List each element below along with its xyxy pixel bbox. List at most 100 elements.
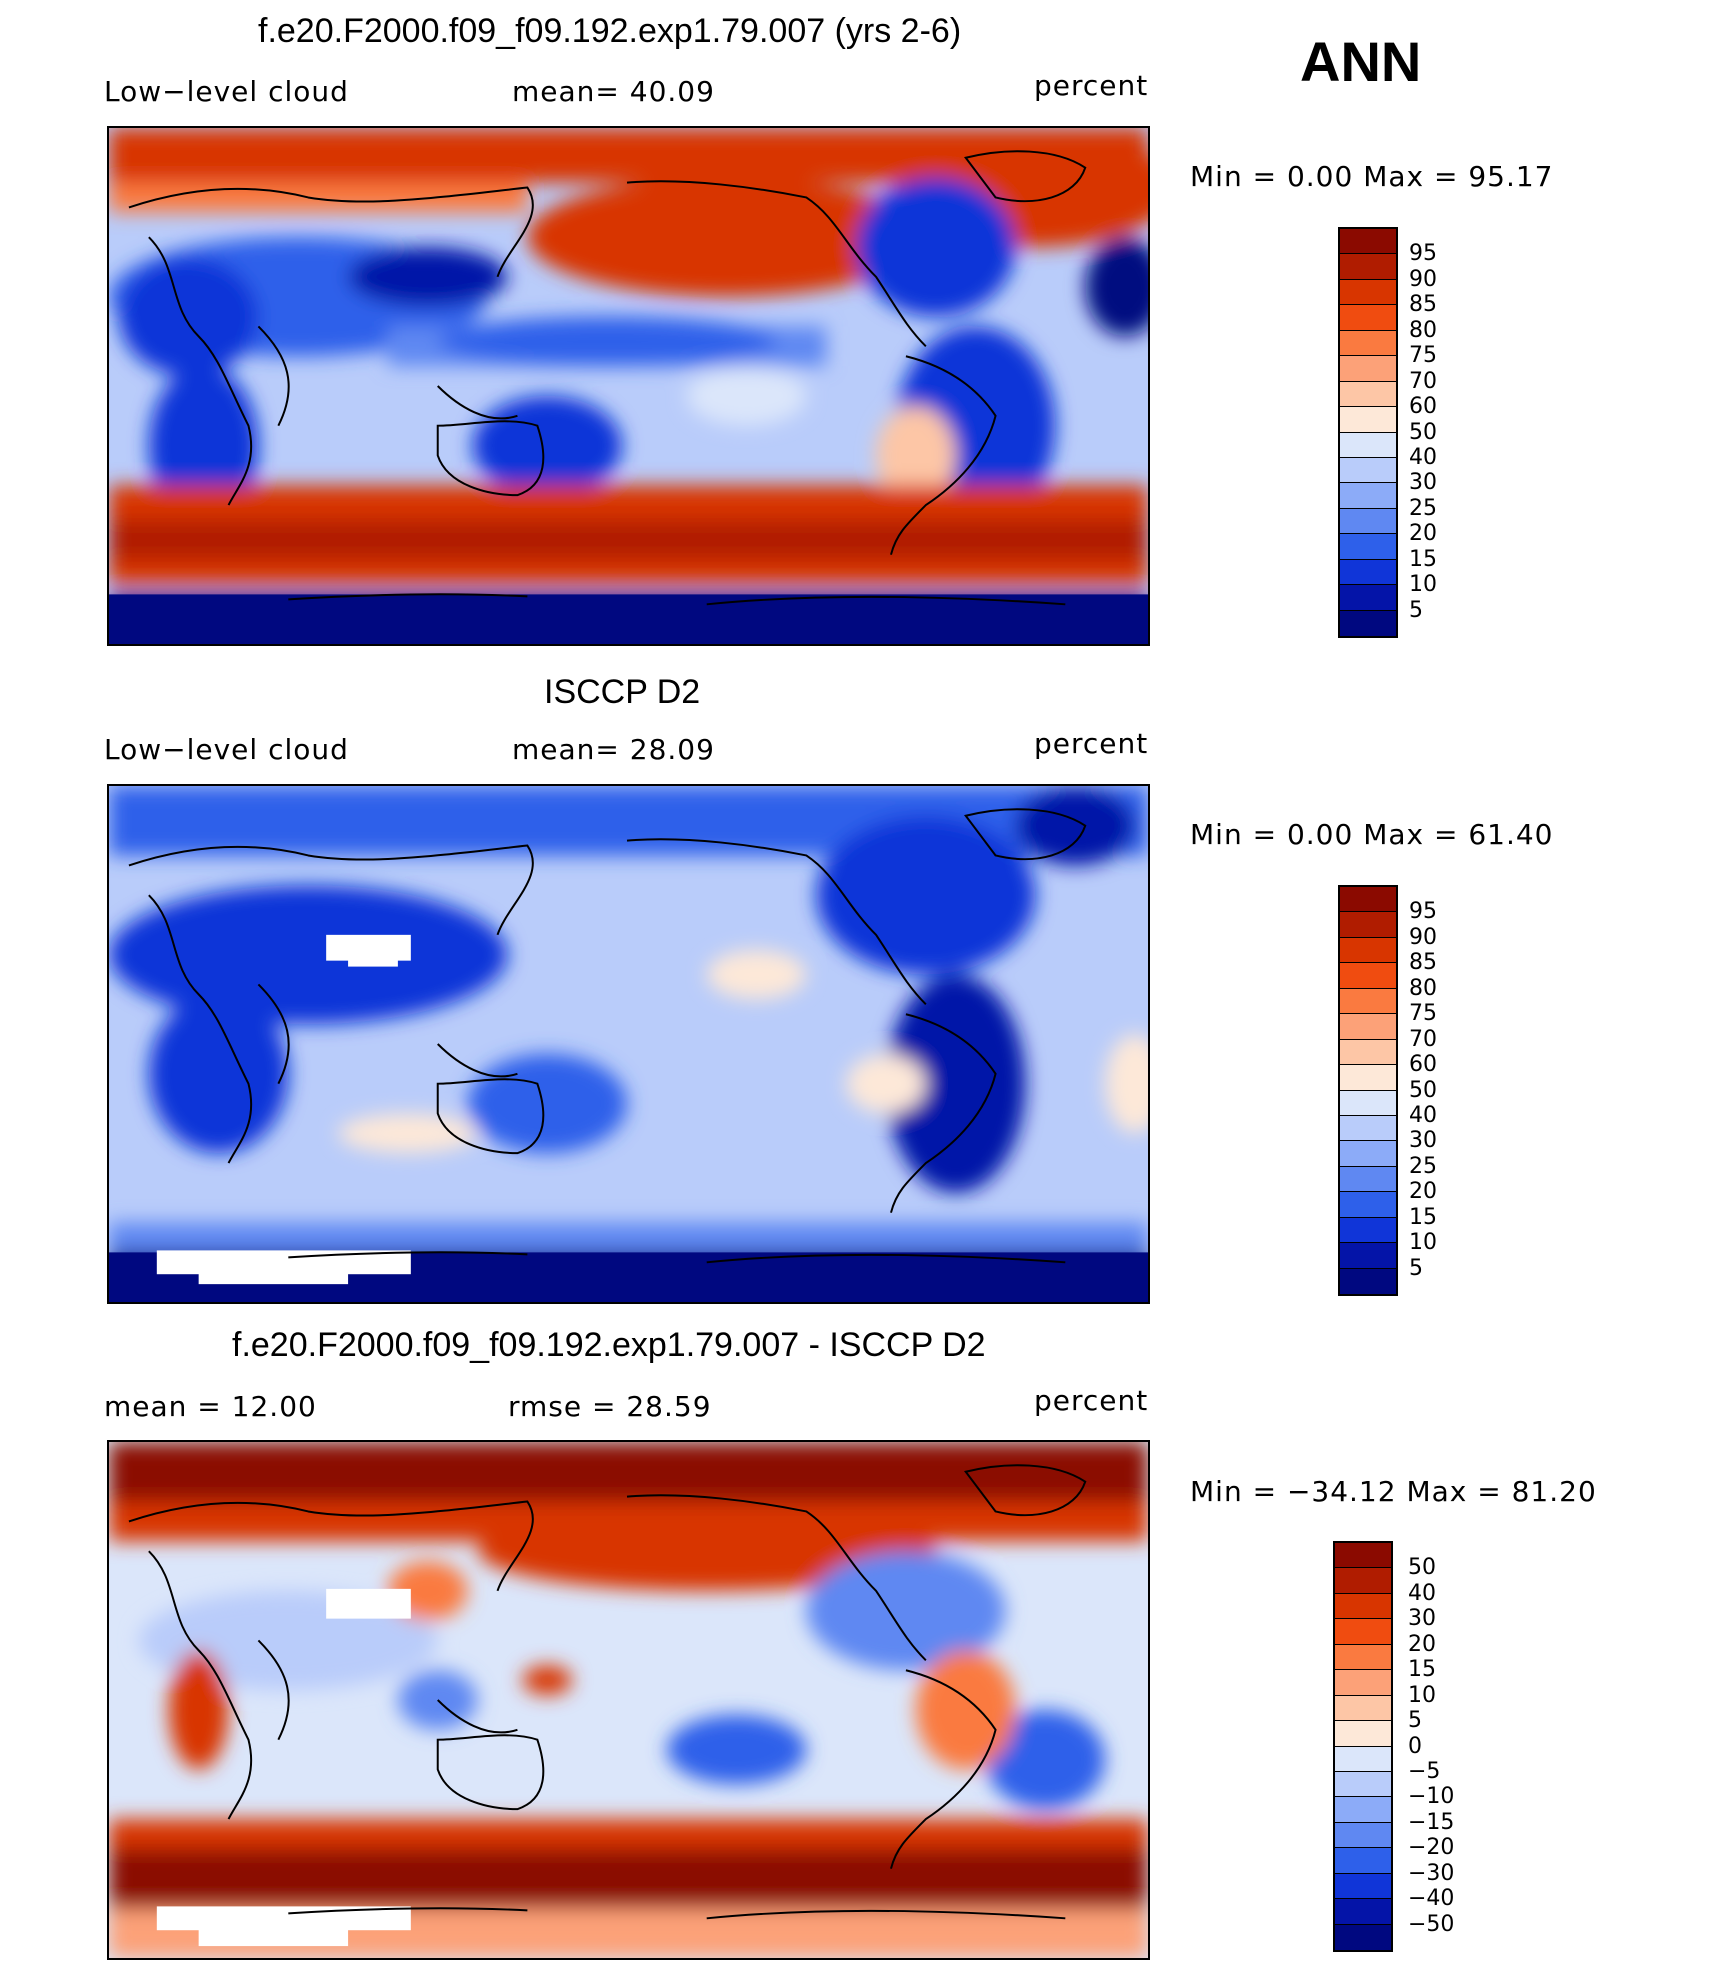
colorbar-tick-label: 25: [1409, 495, 1437, 521]
colorbar-tick-label: 95: [1409, 899, 1437, 925]
panel3-map: [107, 1440, 1150, 1960]
colorbar-tick-label: 5: [1409, 597, 1423, 623]
colorbar-swatch: [1335, 1873, 1391, 1900]
colorbar-swatch: [1340, 279, 1396, 306]
colorbar-tick-label: 5: [1409, 1255, 1423, 1281]
colorbar-swatch: [1340, 963, 1396, 989]
panel2-minmax: Min = 0.00 Max = 61.40: [1190, 818, 1554, 851]
colorbar-swatch: [1335, 1746, 1391, 1772]
panel2-map: [107, 784, 1150, 1304]
colorbar-tick-label: 70: [1409, 1026, 1437, 1052]
colorbar-swatch: [1335, 1695, 1391, 1722]
colorbar-tick-label: −20: [1408, 1835, 1455, 1861]
colorbar-tick-label: 30: [1409, 470, 1437, 496]
colorbar-tick-label: 15: [1409, 1204, 1437, 1230]
colorbar-swatch: [1340, 1217, 1396, 1244]
colorbar-tick-label: −10: [1408, 1784, 1455, 1810]
colorbar-tick-label: 90: [1409, 924, 1437, 950]
colorbar-swatch: [1340, 1090, 1396, 1116]
colorbar-swatch: [1340, 1039, 1396, 1066]
colorbar-tick-label: 90: [1409, 266, 1437, 292]
colorbar-swatch: [1340, 1166, 1396, 1193]
colorbar-tick-label: 80: [1409, 317, 1437, 343]
colorbar-tick-label: −30: [1408, 1860, 1455, 1886]
colorbar-tick-label: 50: [1409, 1077, 1437, 1103]
colorbar-swatch: [1340, 1243, 1396, 1269]
colorbar-swatch: [1340, 381, 1396, 408]
colorbar-swatch: [1340, 483, 1396, 509]
colorbar-tick-label: −5: [1408, 1758, 1441, 1784]
colorbar-tick-label: −40: [1408, 1886, 1455, 1912]
colorbar-tick-label: 85: [1409, 292, 1437, 318]
colorbar-swatch: [1340, 988, 1396, 1015]
colorbar-tick-label: 70: [1409, 368, 1437, 394]
colorbar-swatch: [1340, 432, 1396, 458]
panel2-colorbar: [1338, 885, 1398, 1296]
colorbar-swatch: [1340, 1192, 1396, 1218]
colorbar-tick-label: 10: [1408, 1682, 1436, 1708]
season-label: ANN: [1300, 30, 1422, 93]
colorbar-tick-label: 20: [1409, 1179, 1437, 1205]
colorbar-swatch: [1340, 1065, 1396, 1091]
panel2-units-label: percent: [1034, 727, 1149, 760]
colorbar-tick-label: 50: [1408, 1555, 1436, 1581]
colorbar-tick-label: 60: [1409, 394, 1437, 420]
colorbar-swatch: [1335, 1822, 1391, 1849]
colorbar-tick-label: 40: [1409, 1102, 1437, 1128]
panel1-map: [107, 126, 1150, 646]
colorbar-tick-label: 75: [1409, 343, 1437, 369]
colorbar-swatch: [1335, 1568, 1391, 1594]
panel3-units-label: percent: [1034, 1384, 1149, 1417]
colorbar-tick-label: 40: [1408, 1580, 1436, 1606]
colorbar-tick-label: 30: [1408, 1606, 1436, 1632]
colorbar-tick-label: 30: [1409, 1128, 1437, 1154]
colorbar-tick-label: 15: [1409, 546, 1437, 572]
colorbar-swatch: [1340, 559, 1396, 586]
colorbar-swatch: [1335, 1593, 1391, 1620]
colorbar-swatch: [1340, 407, 1396, 433]
colorbar-swatch: [1340, 1268, 1396, 1294]
colorbar-swatch: [1335, 1797, 1391, 1823]
panel1-title: f.e20.F2000.f09_f09.192.exp1.79.007 (yrs…: [258, 12, 962, 50]
panel3-minmax: Min = −34.12 Max = 81.20: [1190, 1475, 1597, 1508]
colorbar-tick-label: 0: [1408, 1733, 1422, 1759]
colorbar-swatch: [1340, 585, 1396, 611]
colorbar-swatch: [1335, 1924, 1391, 1950]
panel2-title: ISCCP D2: [544, 673, 701, 711]
colorbar-swatch: [1340, 1141, 1396, 1167]
colorbar-swatch: [1340, 1115, 1396, 1142]
colorbar-swatch: [1340, 937, 1396, 964]
colorbar-tick-label: 40: [1409, 444, 1437, 470]
colorbar-swatch: [1335, 1644, 1391, 1671]
colorbar-swatch: [1340, 534, 1396, 560]
colorbar-swatch: [1340, 254, 1396, 280]
colorbar-tick-label: 15: [1408, 1657, 1436, 1683]
colorbar-swatch: [1335, 1848, 1391, 1874]
colorbar-tick-label: 95: [1409, 241, 1437, 267]
panel1-units-label: percent: [1034, 69, 1149, 102]
colorbar-tick-label: 80: [1409, 975, 1437, 1001]
colorbar-swatch: [1340, 457, 1396, 484]
colorbar-tick-label: 10: [1409, 1230, 1437, 1256]
colorbar-tick-label: 50: [1409, 419, 1437, 445]
panel2-mean-label: mean= 28.09: [512, 733, 715, 766]
colorbar-swatch: [1340, 229, 1396, 255]
colorbar-swatch: [1340, 305, 1396, 331]
panel1-variable-label: Low−level cloud: [104, 75, 349, 108]
panel1-minmax: Min = 0.00 Max = 95.17: [1190, 160, 1554, 193]
colorbar-swatch: [1335, 1771, 1391, 1798]
colorbar-tick-label: 10: [1409, 572, 1437, 598]
colorbar-swatch: [1335, 1619, 1391, 1645]
panel1-colorbar: [1338, 227, 1398, 638]
colorbar-tick-label: −50: [1408, 1911, 1455, 1937]
colorbar-swatch: [1340, 508, 1396, 535]
colorbar-swatch: [1340, 330, 1396, 357]
panel3-rmse-label: rmse = 28.59: [508, 1390, 712, 1423]
panel3-title: f.e20.F2000.f09_f09.192.exp1.79.007 - IS…: [232, 1326, 986, 1364]
colorbar-tick-label: 25: [1409, 1153, 1437, 1179]
colorbar-swatch: [1335, 1721, 1391, 1747]
colorbar-tick-label: 20: [1409, 521, 1437, 547]
colorbar-tick-label: 20: [1408, 1631, 1436, 1657]
panel1-mean-label: mean= 40.09: [512, 75, 715, 108]
panel3-colorbar: [1333, 1541, 1393, 1952]
